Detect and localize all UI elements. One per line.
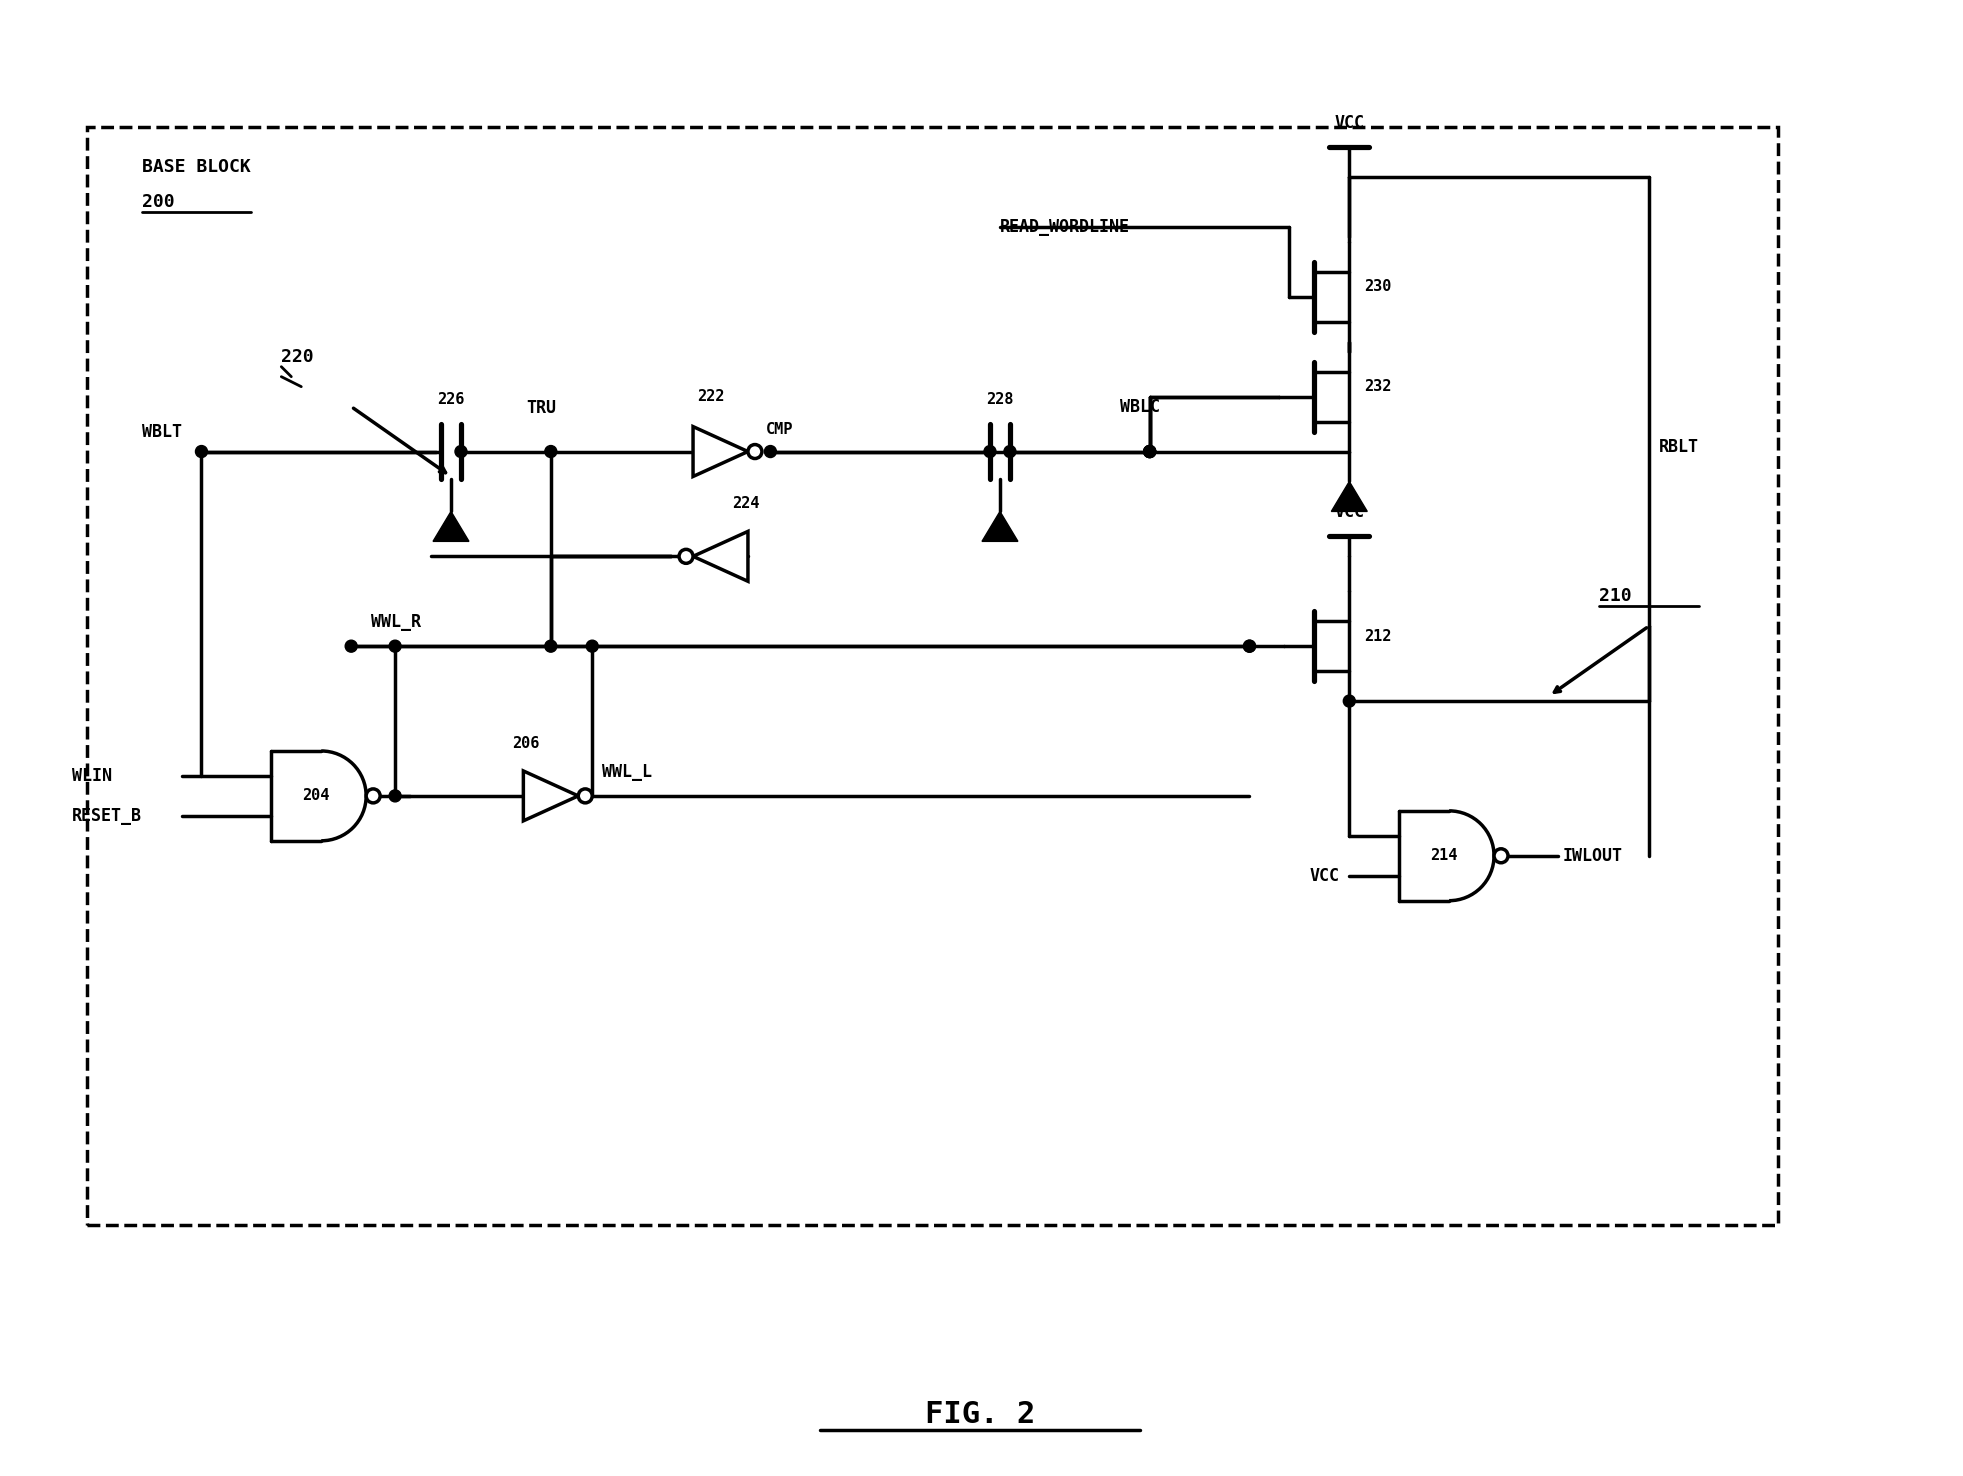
Circle shape xyxy=(1003,446,1017,458)
Polygon shape xyxy=(434,511,469,542)
Text: IWLOUT: IWLOUT xyxy=(1563,847,1623,865)
Circle shape xyxy=(546,641,557,652)
Text: RESET_B: RESET_B xyxy=(73,807,141,825)
Polygon shape xyxy=(693,427,748,477)
Text: WLIN: WLIN xyxy=(73,768,112,785)
Circle shape xyxy=(1144,446,1156,458)
Text: 220: 220 xyxy=(281,348,314,366)
Text: BASE BLOCK: BASE BLOCK xyxy=(141,158,251,176)
Circle shape xyxy=(1144,446,1156,458)
Circle shape xyxy=(983,446,995,458)
Text: 206: 206 xyxy=(512,737,540,751)
Text: READ_WORDLINE: READ_WORDLINE xyxy=(999,218,1131,236)
Circle shape xyxy=(587,641,599,652)
Circle shape xyxy=(389,641,400,652)
Text: 204: 204 xyxy=(302,788,330,803)
Text: TRU: TRU xyxy=(526,399,556,416)
Text: 222: 222 xyxy=(697,388,724,403)
Text: 232: 232 xyxy=(1364,379,1392,394)
Circle shape xyxy=(748,444,762,459)
Circle shape xyxy=(389,790,400,801)
Text: VCC: VCC xyxy=(1309,866,1339,884)
Polygon shape xyxy=(1331,481,1368,511)
Text: VCC: VCC xyxy=(1335,114,1364,133)
Circle shape xyxy=(196,446,208,458)
Text: 224: 224 xyxy=(732,496,760,511)
Circle shape xyxy=(455,446,467,458)
Circle shape xyxy=(579,788,593,803)
Text: 228: 228 xyxy=(985,391,1013,406)
Circle shape xyxy=(679,549,693,564)
Text: 212: 212 xyxy=(1364,629,1392,644)
Circle shape xyxy=(764,446,777,458)
Circle shape xyxy=(1494,849,1508,863)
Bar xyxy=(86,127,1778,1225)
Text: FIG. 2: FIG. 2 xyxy=(925,1401,1035,1429)
Circle shape xyxy=(367,788,381,803)
Text: 210: 210 xyxy=(1598,587,1631,605)
Text: VCC: VCC xyxy=(1335,503,1364,521)
Circle shape xyxy=(546,446,557,458)
Text: RBLT: RBLT xyxy=(1659,437,1698,456)
Text: 230: 230 xyxy=(1364,279,1392,294)
Circle shape xyxy=(1144,446,1156,458)
Circle shape xyxy=(1243,641,1256,652)
Text: 214: 214 xyxy=(1431,849,1459,863)
Text: WBLT: WBLT xyxy=(141,422,183,440)
Text: WBLC: WBLC xyxy=(1119,397,1160,416)
Text: CMP: CMP xyxy=(766,422,793,437)
Circle shape xyxy=(1144,446,1156,458)
Text: WWL_L: WWL_L xyxy=(603,763,652,781)
Text: WWL_R: WWL_R xyxy=(371,613,422,632)
Polygon shape xyxy=(693,531,748,582)
Text: 226: 226 xyxy=(438,391,465,406)
Circle shape xyxy=(1243,641,1256,652)
Polygon shape xyxy=(982,511,1019,542)
Circle shape xyxy=(345,641,357,652)
Text: 200: 200 xyxy=(141,193,175,211)
Circle shape xyxy=(1343,695,1354,707)
Polygon shape xyxy=(524,770,579,821)
